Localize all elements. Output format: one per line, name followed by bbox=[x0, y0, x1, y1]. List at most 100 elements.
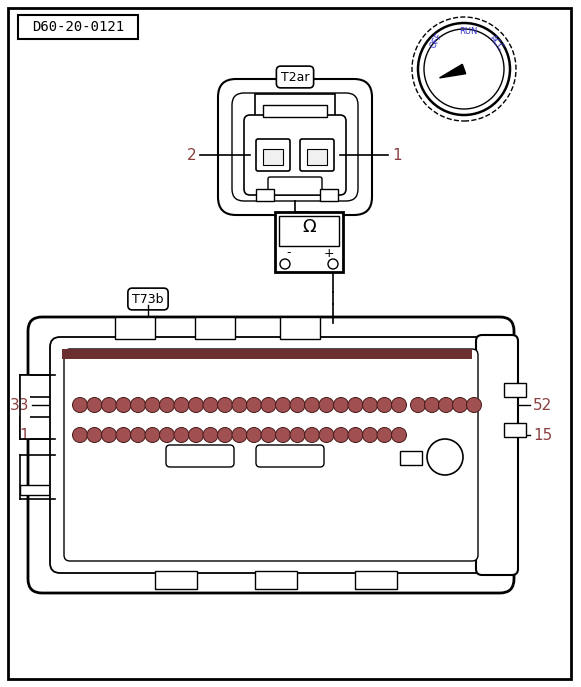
FancyBboxPatch shape bbox=[64, 349, 478, 561]
Circle shape bbox=[363, 427, 378, 442]
Bar bbox=[504, 383, 526, 397]
Text: Ω: Ω bbox=[302, 218, 316, 236]
Circle shape bbox=[412, 17, 516, 121]
FancyBboxPatch shape bbox=[218, 79, 372, 215]
FancyBboxPatch shape bbox=[256, 445, 324, 467]
Circle shape bbox=[174, 427, 189, 442]
Bar bbox=[18, 15, 138, 39]
Text: 52: 52 bbox=[533, 398, 553, 412]
Circle shape bbox=[328, 259, 338, 269]
Circle shape bbox=[377, 427, 392, 442]
Circle shape bbox=[424, 29, 504, 109]
Circle shape bbox=[304, 427, 320, 442]
Circle shape bbox=[160, 427, 174, 442]
Bar bbox=[275, 212, 343, 272]
Bar bbox=[62, 349, 472, 359]
Circle shape bbox=[246, 398, 261, 412]
Text: T2ar: T2ar bbox=[281, 71, 309, 84]
Circle shape bbox=[453, 398, 468, 412]
Circle shape bbox=[232, 398, 247, 412]
Circle shape bbox=[427, 439, 463, 475]
Bar bbox=[280, 317, 320, 339]
Circle shape bbox=[160, 398, 174, 412]
Circle shape bbox=[439, 398, 454, 412]
Text: T73b: T73b bbox=[132, 293, 164, 306]
Circle shape bbox=[246, 427, 261, 442]
Text: 15: 15 bbox=[533, 427, 553, 442]
Circle shape bbox=[319, 398, 334, 412]
Bar bbox=[504, 423, 526, 437]
Circle shape bbox=[145, 398, 160, 412]
FancyBboxPatch shape bbox=[28, 317, 514, 593]
FancyBboxPatch shape bbox=[232, 93, 358, 201]
Circle shape bbox=[116, 427, 131, 442]
FancyBboxPatch shape bbox=[244, 115, 346, 195]
FancyBboxPatch shape bbox=[300, 139, 334, 171]
Bar bbox=[320, 189, 338, 201]
Bar bbox=[307, 149, 327, 165]
Circle shape bbox=[131, 398, 145, 412]
FancyBboxPatch shape bbox=[476, 335, 518, 575]
Circle shape bbox=[87, 427, 102, 442]
Text: RUN: RUN bbox=[459, 27, 477, 36]
Polygon shape bbox=[440, 65, 466, 78]
Circle shape bbox=[392, 427, 407, 442]
Circle shape bbox=[232, 427, 247, 442]
FancyBboxPatch shape bbox=[256, 139, 290, 171]
Text: 2: 2 bbox=[187, 148, 196, 163]
Circle shape bbox=[418, 23, 510, 115]
Bar bbox=[20, 417, 55, 439]
Circle shape bbox=[363, 398, 378, 412]
Bar bbox=[263, 149, 283, 165]
FancyBboxPatch shape bbox=[50, 337, 492, 573]
Circle shape bbox=[392, 398, 407, 412]
Circle shape bbox=[102, 427, 117, 442]
Bar bbox=[255, 94, 335, 122]
Bar bbox=[400, 451, 422, 465]
Circle shape bbox=[261, 427, 276, 442]
Bar bbox=[115, 317, 155, 339]
Circle shape bbox=[319, 427, 334, 442]
Circle shape bbox=[174, 398, 189, 412]
Text: 33: 33 bbox=[9, 398, 29, 412]
Circle shape bbox=[425, 398, 439, 412]
Text: ACC: ACC bbox=[487, 34, 505, 52]
Circle shape bbox=[275, 398, 290, 412]
Bar bbox=[195, 317, 235, 339]
Bar bbox=[279, 216, 339, 246]
Circle shape bbox=[217, 398, 232, 412]
Circle shape bbox=[275, 427, 290, 442]
Bar bbox=[20, 375, 30, 439]
Circle shape bbox=[467, 398, 482, 412]
Circle shape bbox=[333, 398, 349, 412]
Circle shape bbox=[102, 398, 117, 412]
Circle shape bbox=[333, 427, 349, 442]
Circle shape bbox=[217, 427, 232, 442]
Bar bbox=[155, 571, 197, 589]
FancyBboxPatch shape bbox=[268, 177, 322, 195]
Circle shape bbox=[73, 398, 88, 412]
Text: 1: 1 bbox=[19, 427, 29, 442]
Bar bbox=[20, 375, 55, 397]
Circle shape bbox=[87, 398, 102, 412]
Text: +: + bbox=[324, 247, 334, 260]
Circle shape bbox=[116, 398, 131, 412]
Text: OFF: OFF bbox=[428, 32, 444, 50]
Circle shape bbox=[145, 427, 160, 442]
Circle shape bbox=[304, 398, 320, 412]
Text: D60-20-0121: D60-20-0121 bbox=[32, 20, 124, 34]
Text: -: - bbox=[287, 247, 291, 260]
Bar bbox=[263, 105, 327, 117]
Bar bbox=[355, 571, 397, 589]
Circle shape bbox=[290, 427, 305, 442]
Circle shape bbox=[280, 259, 290, 269]
Circle shape bbox=[411, 398, 425, 412]
Bar bbox=[255, 571, 297, 589]
Circle shape bbox=[188, 398, 203, 412]
Circle shape bbox=[348, 398, 363, 412]
Circle shape bbox=[203, 398, 218, 412]
Circle shape bbox=[203, 427, 218, 442]
Circle shape bbox=[290, 398, 305, 412]
Circle shape bbox=[348, 427, 363, 442]
Circle shape bbox=[188, 427, 203, 442]
